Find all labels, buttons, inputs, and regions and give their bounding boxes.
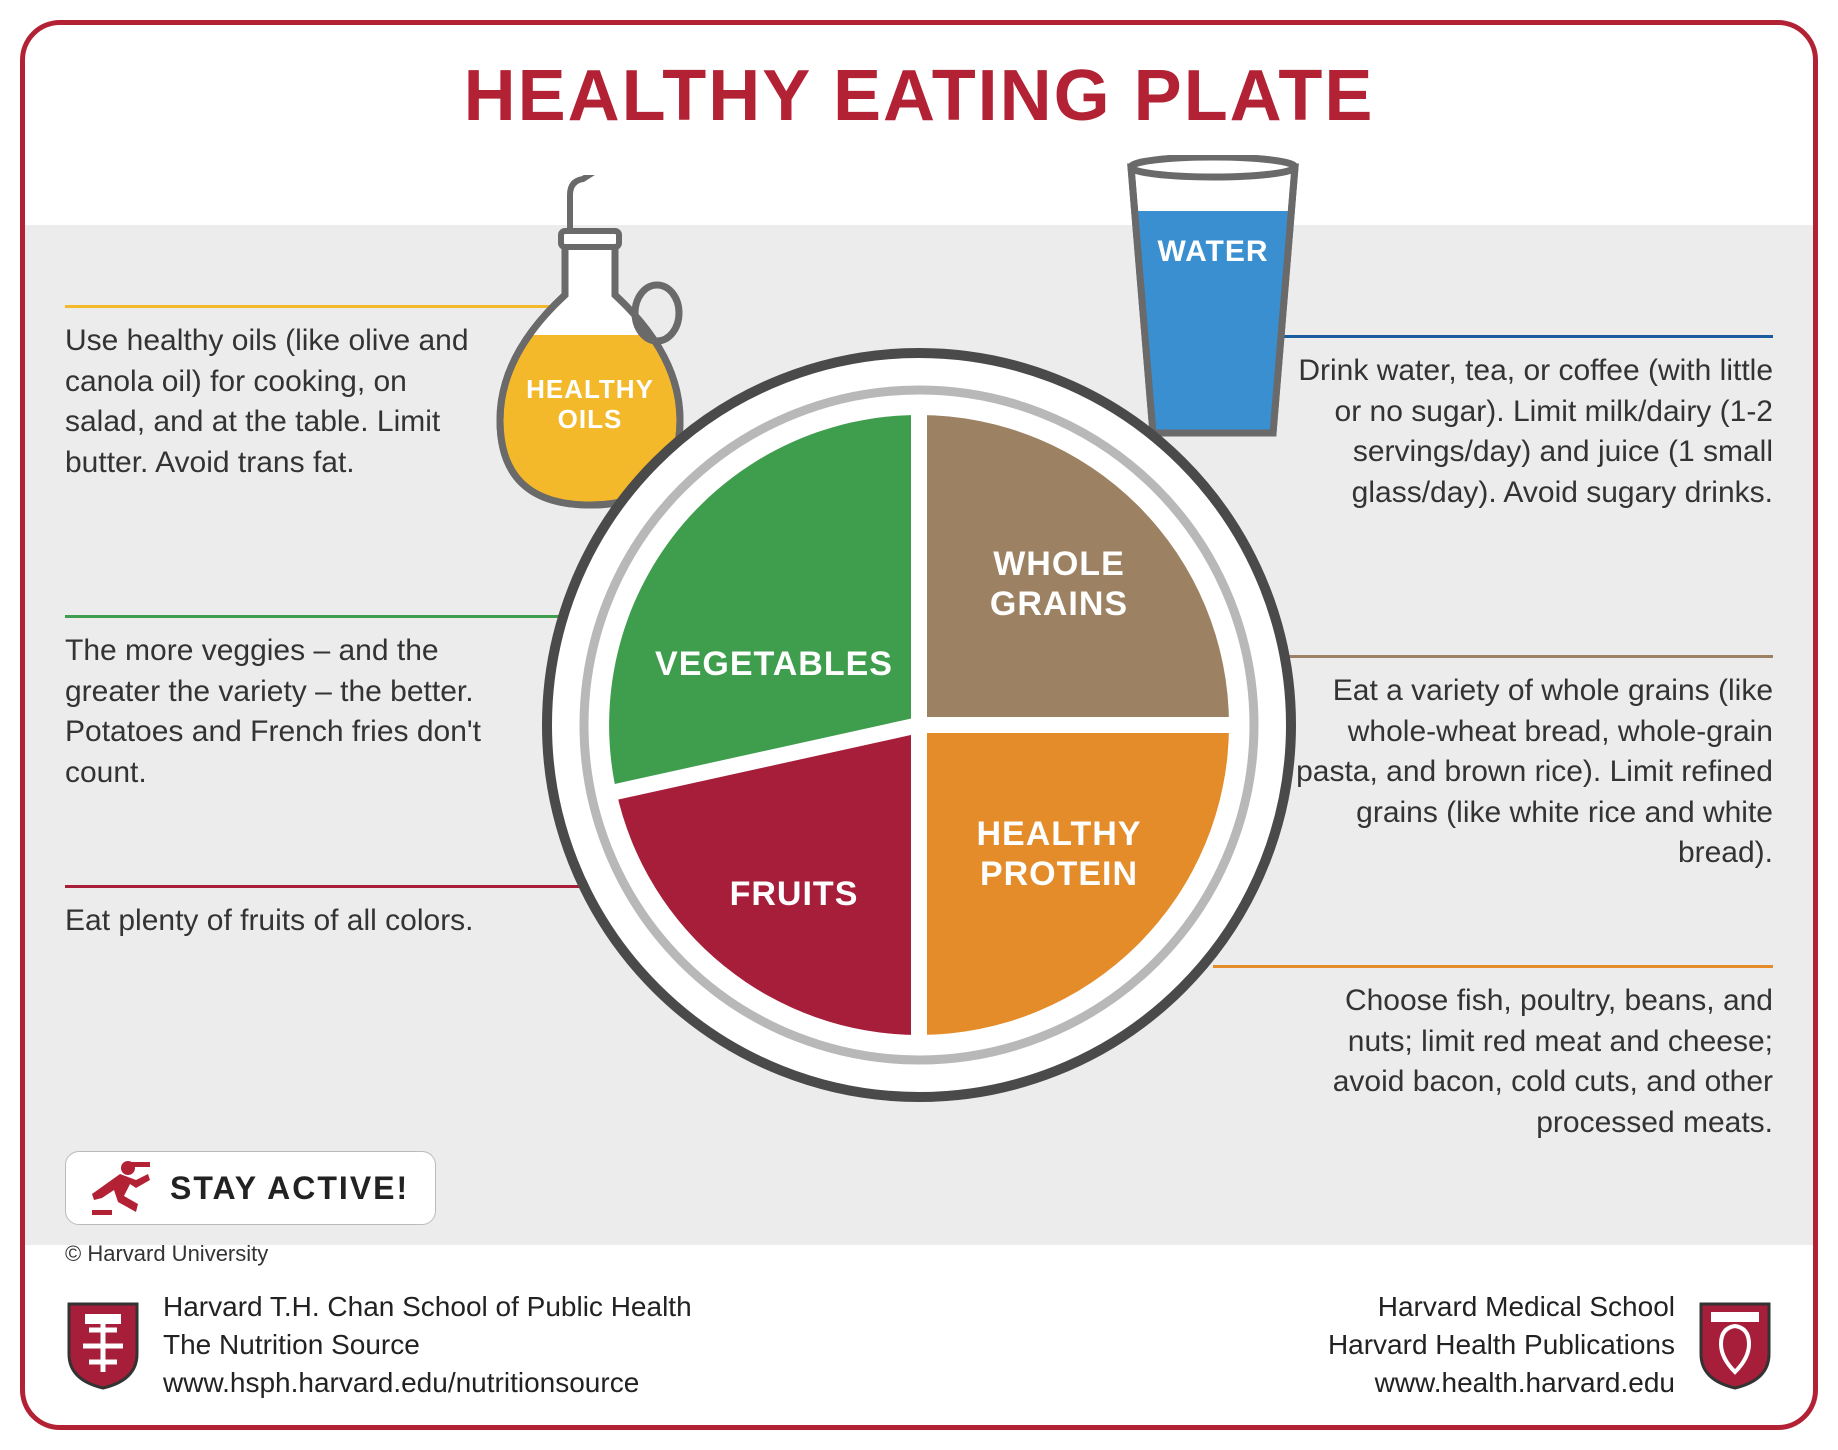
footer-right-line2: Harvard Health Publications: [1328, 1326, 1675, 1364]
plate-label-fruits: FRUITS: [730, 875, 859, 913]
plate-label-grains-2: GRAINS: [990, 585, 1128, 623]
protein-note: Choose fish, poultry, beans, and nuts; l…: [1273, 981, 1773, 1143]
hsph-shield-icon: [65, 1300, 141, 1390]
vegetables-note-text: The more veggies – and the greater the v…: [65, 631, 485, 793]
footer-right: Harvard Medical School Harvard Health Pu…: [1328, 1288, 1773, 1401]
water-label: WATER: [1113, 235, 1313, 269]
stay-active-badge: STAY ACTIVE!: [65, 1151, 436, 1225]
plate: VEGETABLES FRUITS WHOLE GRAINS HEALTHY P…: [539, 345, 1299, 1105]
plate-label-grains-1: WHOLE: [993, 545, 1125, 583]
footer-left-line2: The Nutrition Source: [163, 1326, 692, 1364]
grains-note: Eat a variety of whole grains (like whol…: [1273, 671, 1773, 874]
protein-note-text: Choose fish, poultry, beans, and nuts; l…: [1273, 981, 1773, 1143]
footer-left-line1: Harvard T.H. Chan School of Public Healt…: [163, 1288, 692, 1326]
outer-frame: HEALTHY EATING PLATE HEALTHY OILS WATE: [20, 20, 1818, 1430]
fruits-note: Eat plenty of fruits of all colors.: [65, 901, 485, 942]
oils-note: Use healthy oils (like olive and canola …: [65, 321, 485, 483]
water-note-text: Drink water, tea, or coffee (with little…: [1273, 351, 1773, 513]
footer-left-line3: www.hsph.harvard.edu/nutritionsource: [163, 1364, 692, 1402]
plate-label-protein-1: HEALTHY: [976, 815, 1141, 853]
page-title: HEALTHY EATING PLATE: [25, 55, 1813, 137]
water-note: Drink water, tea, or coffee (with little…: [1273, 351, 1773, 513]
vegetables-note: The more veggies – and the greater the v…: [65, 631, 485, 793]
water-connector: [1233, 335, 1773, 338]
hms-shield-icon: [1697, 1300, 1773, 1390]
oils-note-text: Use healthy oils (like olive and canola …: [65, 321, 485, 483]
footer-right-line3: www.health.harvard.edu: [1328, 1364, 1675, 1402]
plate-label-protein-2: PROTEIN: [980, 855, 1138, 893]
fruits-note-text: Eat plenty of fruits of all colors.: [65, 901, 485, 942]
footer-left: Harvard T.H. Chan School of Public Healt…: [65, 1288, 692, 1401]
footer: Harvard T.H. Chan School of Public Healt…: [25, 1265, 1813, 1425]
runner-icon: [92, 1160, 152, 1216]
footer-right-line1: Harvard Medical School: [1328, 1288, 1675, 1326]
copyright: © Harvard University: [65, 1241, 268, 1267]
grains-connector: [1223, 655, 1773, 658]
grains-note-text: Eat a variety of whole grains (like whol…: [1273, 671, 1773, 874]
plate-label-vegetables: VEGETABLES: [655, 645, 893, 683]
stay-active-label: STAY ACTIVE!: [170, 1170, 409, 1207]
